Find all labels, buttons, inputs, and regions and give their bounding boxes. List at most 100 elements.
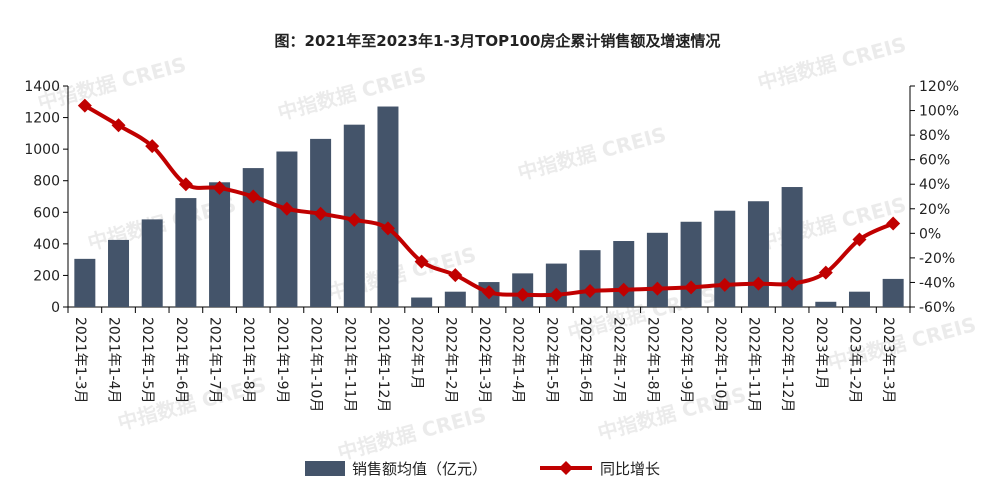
- x-tick-label: 2022年1-8月: [644, 317, 660, 404]
- bar: [411, 297, 433, 307]
- x-tick-label: 2022年1-9月: [678, 317, 694, 404]
- line-point: [347, 212, 362, 227]
- x-tick-label: 2021年1-11月: [341, 317, 357, 412]
- x-tick-label: 2022年1-2月: [442, 317, 458, 404]
- x-tick-label: 2021年1-5月: [139, 317, 155, 404]
- x-tick-label: 2021年1-7月: [207, 317, 223, 404]
- legend-line-marker: [559, 461, 573, 475]
- bar: [242, 168, 264, 307]
- right-tick-label: 0%: [919, 226, 941, 242]
- x-tick-label: 2022年1-6月: [577, 317, 593, 404]
- x-tick-label: 2021年1-10月: [308, 317, 324, 412]
- x-tick-label: 2021年1-8月: [240, 317, 256, 404]
- x-tick-label: 2023年1月: [813, 317, 829, 390]
- line-point: [684, 280, 699, 295]
- legend-bar-label: 销售额均值（亿元）: [352, 460, 487, 478]
- left-tick-label: 600: [33, 205, 60, 221]
- bar: [108, 239, 130, 307]
- left-tick-label: 400: [33, 237, 60, 253]
- x-tick-label: 2022年1-3月: [476, 317, 492, 404]
- line-point: [515, 287, 530, 302]
- line-point: [313, 206, 328, 221]
- x-tick-labels: 2021年1-3月 2021年1-4月 2021年1-5月 2021年1-6月 2021…: [72, 317, 896, 412]
- right-tick-label: -40%: [919, 275, 955, 291]
- x-tick-label: 2022年1-4月: [510, 317, 526, 404]
- line-point: [583, 284, 598, 299]
- line-point: [549, 287, 564, 302]
- bar: [848, 291, 870, 307]
- line-point: [717, 277, 732, 292]
- left-tick-label: 1000: [24, 142, 60, 158]
- line-point: [178, 177, 193, 192]
- x-tick-label: 2021年1-3月: [72, 317, 88, 404]
- watermark-text: 中指数据 CREIS: [755, 32, 909, 95]
- line-point: [482, 285, 496, 300]
- bar: [579, 250, 601, 307]
- x-tick-label: 2021年1-6月: [173, 317, 189, 404]
- bar: [377, 106, 399, 308]
- chart-title: 图：2021年至2023年1-3月TOP100房企累计销售额及增速情况: [274, 32, 721, 50]
- left-tick-label: 200: [33, 268, 60, 284]
- watermark-text: 中指数据 CREIS: [275, 62, 429, 125]
- bar: [276, 151, 298, 307]
- line-point: [886, 216, 901, 231]
- line-point: [448, 268, 463, 283]
- left-tick-label: 1200: [24, 111, 60, 127]
- line-point: [650, 281, 665, 296]
- bar: [444, 291, 466, 307]
- right-tick-label: -60%: [919, 300, 955, 316]
- watermark-text: 中指数据 CREIS: [755, 192, 909, 255]
- line-point: [246, 189, 261, 204]
- x-tick-label: 2022年1-7月: [611, 317, 627, 404]
- line-point: [616, 282, 631, 297]
- x-tick-label: 2022年1-11月: [745, 317, 761, 412]
- line-point: [818, 265, 833, 280]
- left-tick-label: 800: [33, 174, 60, 190]
- bar: [613, 241, 635, 307]
- bar: [815, 301, 837, 307]
- left-tick-label: 1400: [24, 79, 60, 95]
- line-point: [212, 180, 227, 195]
- watermark-text: 中指数据 CREIS: [515, 122, 669, 185]
- right-tick-label: 80%: [919, 128, 950, 144]
- x-tick-label: 2022年1-10月: [712, 317, 728, 412]
- bar: [714, 210, 736, 307]
- bar: [882, 278, 904, 307]
- bar: [175, 198, 197, 307]
- right-tick-label: 100%: [919, 104, 959, 120]
- x-tick-label: 2023年1-2月: [846, 317, 862, 404]
- line-point: [852, 232, 867, 247]
- bar: [141, 219, 163, 307]
- right-tick-label: 60%: [919, 153, 950, 169]
- line-series: [77, 98, 901, 302]
- bar: [310, 138, 332, 307]
- x-tick-label: 2023年1-3月: [880, 317, 896, 404]
- left-tick-label: 0: [51, 300, 60, 316]
- line-point: [279, 201, 294, 216]
- line-point: [751, 276, 766, 291]
- bar: [646, 232, 668, 307]
- right-tick-label: -20%: [919, 251, 955, 267]
- line-point: [380, 221, 395, 236]
- bar: [209, 182, 231, 307]
- right-tick-label: 120%: [919, 79, 959, 95]
- line-point: [77, 98, 92, 113]
- legend: 销售额均值（亿元） 同比增长: [305, 460, 660, 478]
- line-point: [145, 139, 160, 154]
- x-tick-label: 2021年1-9月: [274, 317, 290, 404]
- x-tick-label: 2022年1-5月: [543, 317, 559, 404]
- line-point: [414, 254, 429, 269]
- right-tick-label: 40%: [919, 177, 950, 193]
- bar: [74, 258, 96, 307]
- axes: 0 200 400 600 800 1000 1200 1400 -60% -40% -20% 0% 2…: [24, 79, 959, 316]
- right-tick-label: 20%: [919, 202, 950, 218]
- legend-bar-swatch: [305, 461, 345, 476]
- x-tick-label: 2021年1-4月: [106, 317, 122, 404]
- line-point: [111, 118, 126, 133]
- line-point: [785, 276, 800, 291]
- x-tick-label: 2022年1月: [409, 317, 425, 390]
- bar: [781, 187, 803, 307]
- bar: [747, 201, 769, 307]
- x-tick-label: 2021年1-12月: [375, 317, 391, 412]
